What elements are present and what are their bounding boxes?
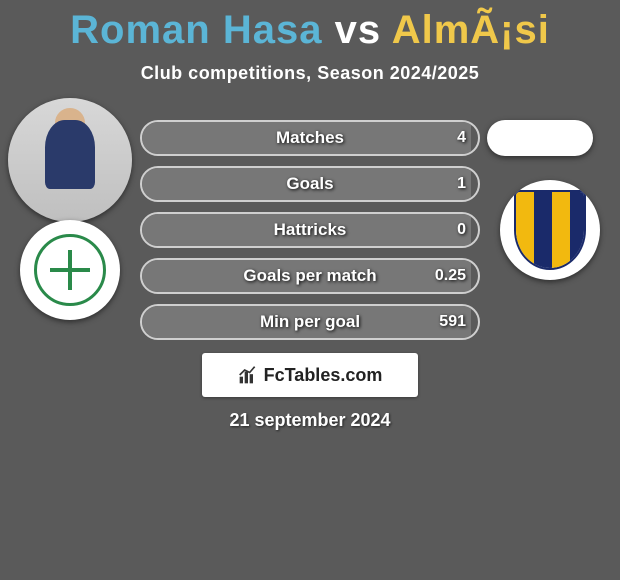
stat-value-b: 591 [439,313,466,331]
stat-row: Min per goal 591 [140,304,480,340]
player-b-avatar [487,120,593,156]
stat-value-b: 0.25 [435,267,466,285]
stat-label: Min per goal [260,312,360,332]
club-b-logo [500,180,600,280]
stat-label: Hattricks [274,220,347,240]
stat-value-b: 0 [457,221,466,239]
stat-row: Hattricks 0 [140,212,480,248]
player-a-avatar [8,98,132,222]
date-label: 21 september 2024 [0,410,620,431]
fctables-badge[interactable]: FcTables.com [202,353,418,397]
stat-row: Matches 4 [140,120,480,156]
title-player-b: AlmÃ¡si [392,8,550,52]
page-title: Roman Hasa vs AlmÃ¡si [0,0,620,53]
chart-icon [238,365,258,385]
club-a-logo [20,220,120,320]
stat-label: Goals [286,174,333,194]
title-vs: vs [335,8,382,52]
stats-panel: Matches 4 Goals 1 Hattricks 0 Goals per match 0… [140,120,480,350]
stat-value-b: 1 [457,175,466,193]
subtitle: Club competitions, Season 2024/2025 [0,63,620,84]
title-player-a: Roman Hasa [70,8,322,52]
stat-value-b: 4 [457,129,466,147]
stat-row: Goals 1 [140,166,480,202]
badge-text: FcTables.com [264,365,383,386]
stat-row: Goals per match 0.25 [140,258,480,294]
stat-label: Matches [276,128,344,148]
stat-label: Goals per match [243,266,376,286]
